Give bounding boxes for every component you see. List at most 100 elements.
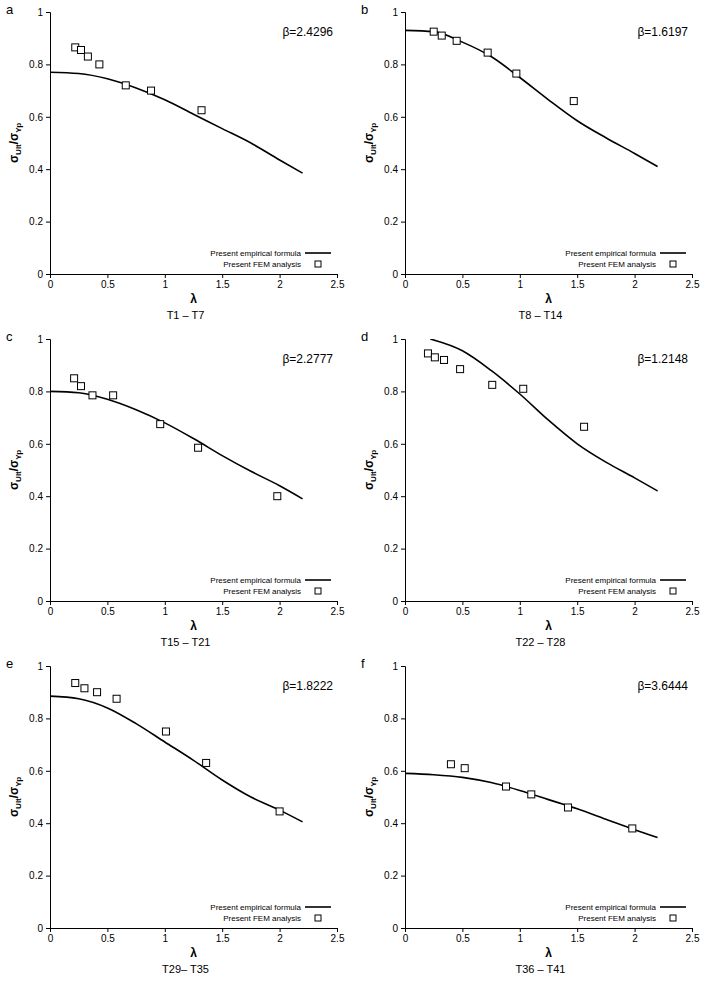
legend-entry: Present FEM analysis	[223, 587, 321, 596]
y-tick-mark	[401, 64, 405, 65]
x-tick: 2.5	[686, 928, 700, 944]
y-axis-title-part: /σ	[7, 133, 21, 145]
y-tick-label: 0	[37, 269, 43, 280]
y-tick: 0	[37, 269, 50, 280]
legend-label: Present FEM analysis	[223, 587, 301, 596]
x-tick-mark	[692, 928, 693, 932]
x-tick: 0	[48, 601, 54, 617]
fem-point	[513, 70, 520, 77]
y-tick-mark	[401, 274, 405, 275]
fem-point	[441, 356, 448, 363]
legend-symbol	[315, 915, 321, 921]
y-tick: 0.2	[384, 543, 405, 554]
y-axis-title: σUlt/σYp	[7, 123, 23, 163]
y-tick-mark	[46, 274, 50, 275]
x-tick-label: 2	[632, 279, 638, 290]
y-tick-mark	[46, 64, 50, 65]
y-tick-mark	[46, 339, 50, 340]
x-tick-label: 0	[403, 933, 409, 944]
y-tick: 0	[37, 923, 50, 934]
x-tick-label: 1.5	[216, 279, 230, 290]
fem-point	[489, 381, 496, 388]
y-tick: 0.4	[29, 818, 50, 829]
y-tick-label: 0.2	[29, 543, 43, 554]
legend-symbol	[305, 252, 331, 254]
y-axis-title-part: /σ	[362, 460, 376, 472]
formula-line	[430, 339, 657, 491]
x-tick-label: 1	[163, 933, 169, 944]
legend-label: Present empirical formula	[565, 576, 656, 585]
y-tick-mark	[46, 771, 50, 772]
y-tick-label: 0.4	[384, 818, 398, 829]
y-tick-mark	[46, 496, 50, 497]
y-tick-mark	[46, 169, 50, 170]
y-axis-title-part: /σ	[362, 787, 376, 799]
x-tick-label: 0	[403, 279, 409, 290]
x-tick: 2	[632, 928, 638, 944]
x-axis-line	[406, 602, 693, 606]
legend-label: Present empirical formula	[210, 249, 301, 258]
y-tick-mark	[401, 771, 405, 772]
x-tick: 1	[163, 928, 169, 944]
y-tick-mark	[46, 823, 50, 824]
annotation: β=3.6444	[637, 679, 688, 693]
x-tick-mark	[635, 274, 636, 278]
legend-entry: Present empirical formula	[210, 249, 331, 258]
x-tick-mark	[107, 928, 108, 932]
y-tick-mark	[401, 666, 405, 667]
x-tick-mark	[337, 928, 338, 932]
y-tick-mark	[46, 718, 50, 719]
y-axis-title-part: Yp	[14, 123, 23, 133]
y-tick-label: 0.4	[384, 164, 398, 175]
y-tick: 0.2	[384, 870, 405, 881]
fem-point	[424, 350, 431, 357]
y-tick-mark	[46, 12, 50, 13]
legend: Present empirical formulaPresent FEM ana…	[565, 576, 686, 596]
x-tick-mark	[462, 928, 463, 932]
figure: 00.511.522.500.20.40.60.81aβ=2.4296λT1 –…	[0, 0, 711, 982]
x-axis-title: λ	[190, 946, 197, 960]
x-tick: 0.5	[101, 274, 115, 290]
y-tick: 0.8	[384, 386, 405, 397]
y-tick-label: 0.2	[384, 216, 398, 227]
y-axis-line	[46, 667, 51, 929]
x-axis: 0 0.5 1 1.5 2 2.5	[403, 928, 700, 944]
legend: Present empirical formulaPresent FEM ana…	[210, 903, 331, 923]
x-tick-label: 0.5	[456, 933, 470, 944]
fem-point	[431, 354, 438, 361]
x-tick: 0.5	[101, 928, 115, 944]
panel-letter: c	[6, 329, 13, 344]
x-axis: 00.511.522.5	[403, 601, 700, 617]
y-tick-label: 0.2	[384, 870, 398, 881]
x-tick: 1.5	[216, 274, 230, 290]
x-tick: 1	[518, 928, 524, 944]
y-axis-title-part: σ	[362, 155, 376, 163]
y-tick-mark	[401, 391, 405, 392]
y-axis-title-part: Yp	[369, 450, 378, 460]
y-tick-mark	[46, 444, 50, 445]
fem-point	[570, 98, 577, 105]
x-axis-title: λ	[190, 619, 197, 633]
fem-point	[565, 804, 572, 811]
x-tick-label: 0	[48, 933, 54, 944]
x-tick-label: 0.5	[456, 606, 470, 617]
legend-symbol	[670, 588, 676, 594]
x-tick: 1.5	[571, 928, 585, 944]
x-tick-label: 1	[518, 933, 524, 944]
x-tick: 2	[632, 601, 638, 617]
x-tick-label: 1	[518, 279, 524, 290]
x-tick-label: 0.5	[101, 933, 115, 944]
x-tick: 1	[518, 601, 524, 617]
legend: Present empirical formulaPresent FEM ana…	[565, 249, 686, 269]
y-axis-title: σUlt/σYp	[362, 450, 378, 490]
y-tick: 0.2	[29, 543, 50, 554]
y-tick-mark	[401, 823, 405, 824]
x-axis-title: λ	[545, 619, 552, 633]
y-tick-label: 0.4	[29, 164, 43, 175]
plot-area	[50, 375, 303, 500]
legend-label: Present FEM analysis	[578, 914, 656, 923]
y-tick-label: 0.8	[384, 386, 398, 397]
x-tick: 0.5	[101, 601, 115, 617]
x-tick-mark	[107, 274, 108, 278]
y-tick: 0.6	[384, 439, 405, 450]
